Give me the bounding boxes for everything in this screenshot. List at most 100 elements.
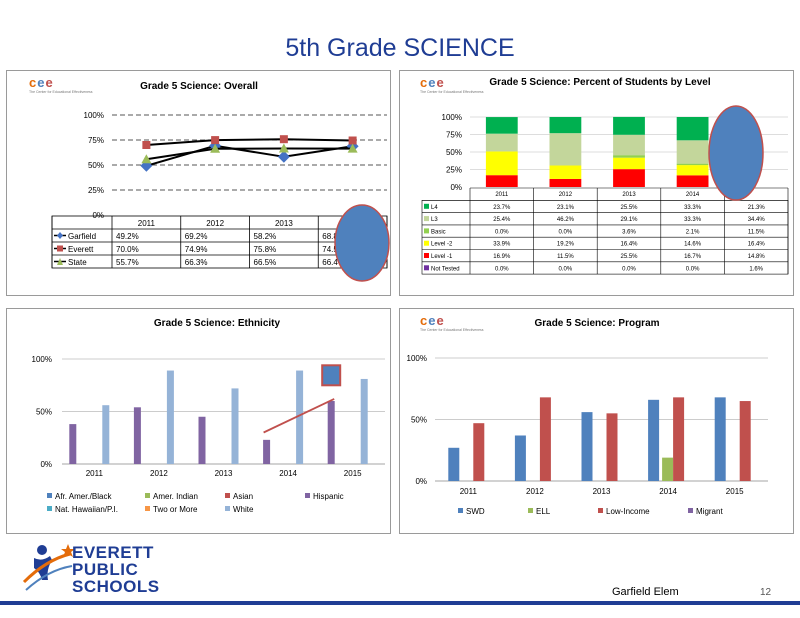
slide-title: 5th Grade SCIENCE [285,34,515,62]
stacked-bar-segment [485,117,518,134]
table-cell: 74.5% [322,245,345,254]
legend-label: Nat. Hawaiian/P.I. [55,505,118,514]
chart-title: Grade 5 Science: Program [534,318,659,329]
stacked-bar-segment [613,116,645,135]
y-tick-label: 100% [84,111,104,120]
table-cell: 49.2% [116,232,139,241]
table-cell: 23.7% [493,205,511,211]
table-cell: 14.6% [684,242,702,248]
y-tick-label: 100% [442,113,462,122]
overall-panel: cee The Center for Educational Effective… [6,70,391,296]
legend-marker [57,245,63,252]
data-point [279,135,288,144]
legend-label: Afr. Amer./Black [55,492,112,501]
stacked-bar-segment [613,169,645,187]
levels-chart: Grade 5 Science: Percent of Students by … [421,77,789,275]
legend-label: L3 [431,217,438,223]
legend-label: Level -2 [431,242,453,248]
highlight-oval [708,105,764,201]
table-cell: 16.4% [620,242,638,248]
legend-swatch [145,506,150,511]
y-tick-label: 25% [88,186,104,195]
footer-line [0,601,800,605]
bar-low-income [739,401,751,481]
bar-hispanic [69,424,77,464]
table-cell: 74.9% [185,245,208,254]
cee-logo: cee The Center for Educational Effective… [29,75,93,94]
table-cell: 0.0% [495,229,509,235]
y-tick-label: 50% [88,161,104,170]
legend-label: L4 [431,205,438,211]
y-tick-label: 100% [32,355,52,364]
stacked-bar-segment [676,175,709,187]
series-line-everett [146,138,353,146]
table-cell: 25.5% [620,205,638,211]
x-tick-label: 2012 [526,487,544,496]
legend-label: Migrant [696,507,723,516]
bar-swd [581,412,593,481]
bar-ell [662,457,674,481]
bar-white [231,388,239,464]
legend-label: Hispanic [313,492,344,501]
legend-label: SWD [466,507,485,516]
stacked-bar-segment [549,117,582,134]
legend-swatch [424,240,429,246]
bar-swd [648,399,660,481]
table-cell: 58.2% [254,232,277,241]
district-word-1: EVERETT [72,543,154,562]
table-cell: 25.4% [493,217,511,223]
legend-label: Garfield [68,232,96,241]
table-cell: 3.6% [622,229,636,235]
legend-swatch [424,203,429,209]
cee-logo: cee The Center for Educational Effective… [420,75,484,94]
table-cell: 1.6% [749,266,763,272]
stacked-bar-segment [485,175,518,187]
legend-swatch [225,493,230,498]
table-cell: 34.4% [748,217,766,223]
cee-logo: cee The Center for Educational Effective… [420,313,484,332]
table-cell: 0.0% [559,266,573,272]
bar-swd [448,447,460,481]
x-tick-label: 2015 [726,487,744,496]
y-tick-label: 25% [446,166,462,175]
bar-white [102,405,110,464]
legend-swatch [47,506,52,511]
data-point [210,143,221,153]
bar-hispanic [263,439,271,464]
bar-low-income [473,423,485,481]
table-cell: 16.7% [684,254,702,260]
x-tick-label: 2011 [495,192,509,198]
levels-panel: cee The Center for Educational Effective… [399,70,794,296]
table-cell: 29.1% [620,217,638,223]
table-cell: 11.5% [748,229,765,235]
district-word-2: PUBLIC [72,560,139,579]
legend-swatch [424,216,429,222]
chart-title: Grade 5 Science: Percent of Students by … [489,77,710,88]
stacked-bar-segment [676,140,709,164]
stacked-bar-segment [613,155,645,158]
series-line-garfield [146,144,353,167]
stacked-bar-segment [676,165,709,176]
y-tick-label: 50% [411,416,427,425]
y-tick-label: 0% [40,460,52,469]
table-cell: 33.9% [493,242,511,248]
bar-low-income [673,397,685,481]
y-tick-label: 0% [92,211,104,220]
table-cell: 66.4% [322,258,345,267]
table-cell: 0.0% [559,229,573,235]
y-tick-label: 75% [88,136,104,145]
table-cell: 69.2% [185,232,208,241]
y-tick-label: 0% [415,477,427,486]
legend-swatch [458,508,463,513]
table-cell: 25.5% [620,254,638,260]
chart-title: Grade 5 Science: Overall [140,81,258,92]
table-cell: 23.1% [557,205,575,211]
stacked-bar-segment [549,178,582,187]
trend-annotation-line [263,398,335,434]
school-name: Garfield Elem [612,586,679,598]
bar-low-income [539,397,551,481]
legend-swatch [225,506,230,511]
district-figure-icon [22,544,75,591]
x-tick-label: 2011 [138,219,156,228]
x-tick-label: 2014 [659,487,677,496]
